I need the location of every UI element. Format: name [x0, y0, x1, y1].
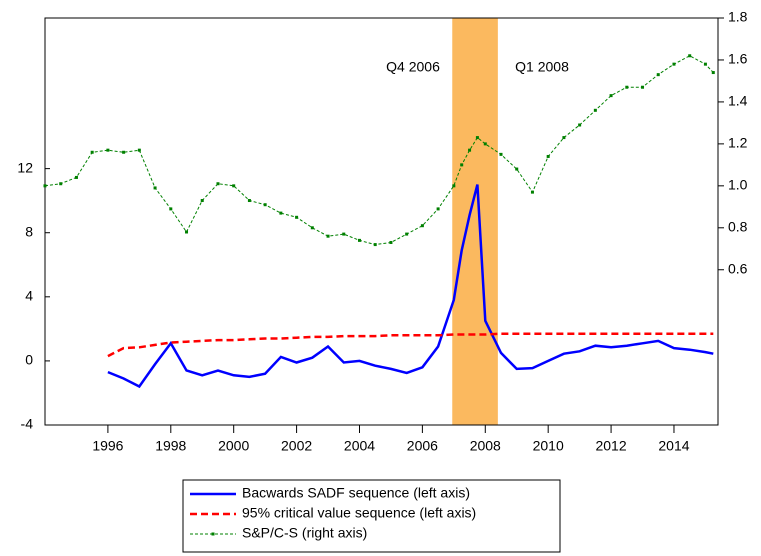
series-marker: [389, 240, 393, 244]
series-marker: [232, 184, 236, 188]
series-marker: [436, 207, 440, 211]
x-tick-label: 2012: [595, 438, 626, 454]
y2-tick-label: 1.0: [728, 177, 748, 193]
legend-marker: [211, 532, 215, 536]
series-marker: [263, 203, 267, 207]
series-marker: [169, 207, 173, 211]
series-marker: [153, 186, 157, 190]
y2-tick-label: 1.2: [728, 135, 748, 151]
legend-label: S&P/C-S (right axis): [242, 525, 367, 541]
series-marker: [74, 175, 78, 179]
y-tick-label: -4: [21, 416, 34, 432]
x-tick-label: 2004: [344, 438, 375, 454]
legend-label: Bacwards SADF sequence (left axis): [242, 485, 470, 501]
series-marker: [468, 148, 472, 152]
series-marker: [137, 148, 141, 152]
x-tick-label: 2006: [407, 438, 438, 454]
series-marker: [546, 154, 550, 158]
x-tick-label: 1996: [92, 438, 123, 454]
series-marker: [373, 243, 377, 247]
series-marker: [483, 142, 487, 146]
series-marker: [703, 62, 707, 66]
series-marker: [405, 232, 409, 236]
series-marker: [452, 184, 456, 188]
plot-frame: [44, 17, 719, 426]
y2-tick-label: 1.4: [728, 93, 748, 109]
y2-tick-label: 0.8: [728, 218, 748, 234]
series-marker: [578, 123, 582, 127]
series-line: [107, 332, 714, 358]
series-marker: [122, 150, 126, 154]
series-marker: [420, 224, 424, 228]
series-marker: [247, 199, 251, 203]
series-marker: [530, 190, 534, 194]
x-tick-label: 2002: [281, 438, 312, 454]
series-marker: [357, 238, 361, 242]
x-tick-label: 2008: [470, 438, 501, 454]
y-tick-label: 12: [17, 159, 33, 175]
series-marker: [43, 184, 47, 188]
legend-box: [182, 479, 561, 553]
y2-tick-label: 0.6: [728, 260, 748, 276]
series-marker: [310, 226, 314, 230]
y2-tick-label: 1.6: [728, 51, 748, 67]
series-marker: [515, 167, 519, 171]
series-marker: [216, 182, 220, 186]
annotation: Q4 2006: [386, 59, 440, 75]
x-tick-label: 2014: [658, 438, 689, 454]
series-marker: [672, 62, 676, 66]
x-tick-label: 2000: [218, 438, 249, 454]
shaded-span: [452, 18, 498, 425]
series-marker: [460, 163, 464, 167]
annotation: Q1 2008: [515, 59, 569, 75]
y-tick-label: 8: [25, 223, 33, 239]
series-marker: [185, 230, 189, 234]
series-marker: [279, 211, 283, 215]
series-marker: [342, 232, 346, 236]
series-marker: [609, 94, 613, 98]
series-marker: [656, 73, 660, 77]
series-line: [44, 55, 714, 246]
series-marker: [295, 215, 299, 219]
series-marker: [90, 150, 94, 154]
series-marker: [475, 136, 479, 140]
y2-tick-label: 1.8: [728, 9, 748, 25]
series-marker: [499, 152, 503, 156]
y-tick-label: 4: [25, 288, 33, 304]
x-tick-label: 1998: [155, 438, 186, 454]
series-marker: [641, 85, 645, 89]
series-marker: [625, 85, 629, 89]
x-tick-label: 2010: [533, 438, 564, 454]
series-marker: [593, 108, 597, 112]
series-marker: [562, 136, 566, 140]
series-marker: [326, 234, 330, 238]
series-line: [107, 184, 714, 389]
series-marker: [688, 54, 692, 58]
y-tick-label: 0: [25, 352, 33, 368]
legend-label: 95% critical value sequence (left axis): [242, 505, 476, 521]
legend: Bacwards SADF sequence (left axis) 95% cr…: [182, 479, 561, 553]
series-marker: [200, 199, 204, 203]
series-marker: [59, 182, 63, 186]
series-marker: [711, 71, 715, 75]
series-marker: [106, 148, 110, 152]
